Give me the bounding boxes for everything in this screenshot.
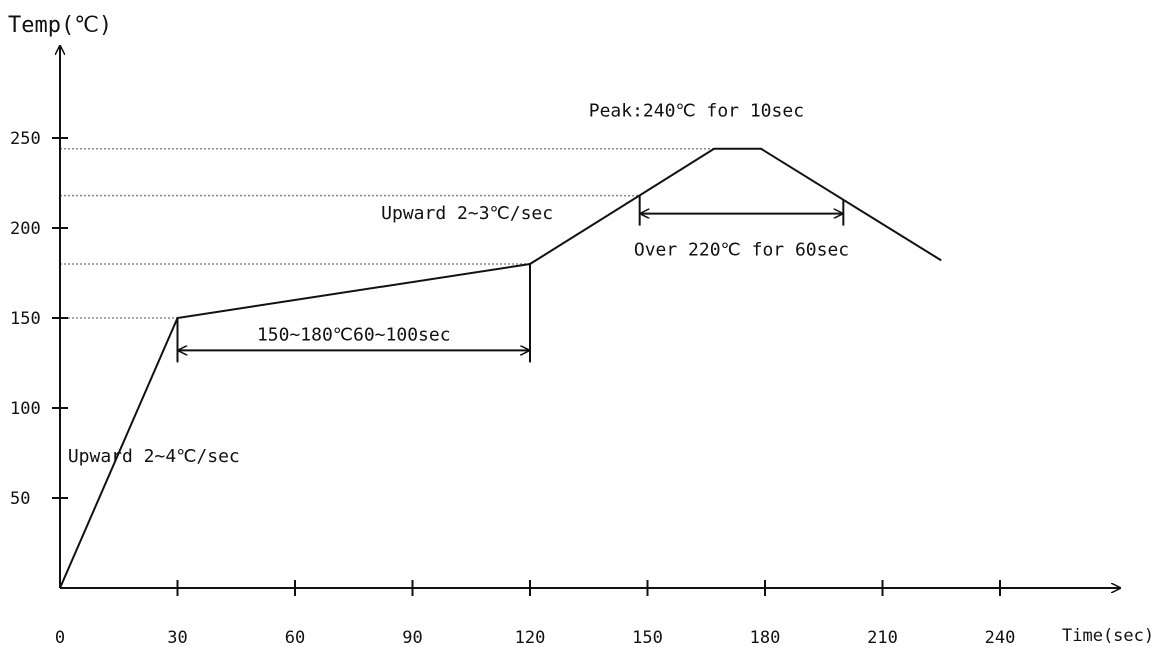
reference-lines: [60, 148, 715, 319]
annotation-text: Upward 2~3℃/sec: [381, 203, 553, 224]
annotation-text: Upward 2~4℃/sec: [68, 446, 240, 467]
x-tick-label: 240: [985, 628, 1016, 647]
span-label: 150~180℃60~100sec: [257, 324, 451, 345]
annotations: Peak:240℃ for 10sec Upward 2~3℃/sec Upward…: [68, 100, 804, 467]
span-label: Over 220℃ for 60sec: [634, 240, 849, 261]
x-tick-label: 150: [632, 628, 663, 647]
x-tick-label: 0: [55, 628, 65, 647]
y-tick-label: 200: [10, 219, 41, 239]
y-axis-title: Temp(℃): [8, 13, 112, 38]
axis-ticks: 0 30 60 90 120 150 180 210 240 50 100 150 200 250: [10, 129, 1015, 647]
y-tick-label: 100: [10, 399, 41, 419]
y-tick-label: 150: [10, 309, 41, 329]
y-tick-label: 250: [10, 129, 41, 149]
x-tick-label: 90: [402, 628, 422, 647]
x-tick-label: 60: [285, 628, 305, 647]
x-tick-label: 210: [867, 628, 898, 647]
series-layer: [59, 147, 942, 589]
x-tick-label: 30: [167, 628, 187, 647]
temperature-profile-line: [59, 147, 942, 589]
x-tick-label: 180: [750, 628, 781, 647]
annotation-text: Peak:240℃ for 10sec: [589, 100, 804, 121]
y-tick-label: 50: [10, 489, 30, 509]
span-markers: 150~180℃60~100sec Over 220℃ for 60sec: [176, 195, 849, 363]
x-tick-label: 120: [515, 628, 546, 647]
x-axis-title: Time(sec): [1062, 626, 1154, 646]
